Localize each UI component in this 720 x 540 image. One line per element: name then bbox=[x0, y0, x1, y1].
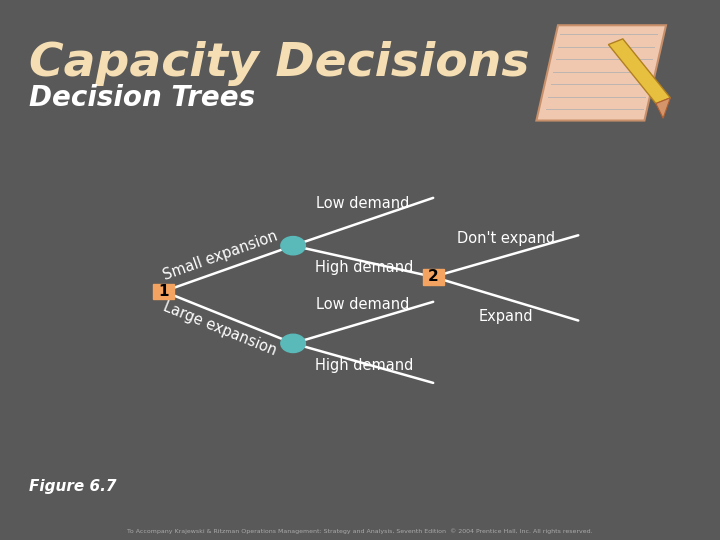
Text: 1: 1 bbox=[158, 284, 169, 299]
Text: High demand: High demand bbox=[315, 260, 414, 275]
Text: Don't expand: Don't expand bbox=[456, 231, 555, 246]
Polygon shape bbox=[536, 25, 666, 120]
Text: Figure 6.7: Figure 6.7 bbox=[29, 479, 117, 494]
Text: High demand: High demand bbox=[315, 358, 414, 373]
Circle shape bbox=[281, 237, 305, 255]
Text: Decision Trees: Decision Trees bbox=[29, 84, 255, 112]
Text: To Accompany Krajewski & Ritzman Operations Management: Strategy and Analysis, S: To Accompany Krajewski & Ritzman Operati… bbox=[127, 528, 593, 534]
Text: Low demand: Low demand bbox=[317, 197, 410, 211]
Polygon shape bbox=[608, 39, 670, 104]
Text: Expand: Expand bbox=[478, 309, 533, 324]
FancyBboxPatch shape bbox=[153, 284, 174, 299]
Text: Capacity Decisions: Capacity Decisions bbox=[29, 40, 529, 85]
Text: Low demand: Low demand bbox=[317, 297, 410, 312]
Circle shape bbox=[281, 334, 305, 353]
Polygon shape bbox=[656, 98, 670, 118]
Text: Large expansion: Large expansion bbox=[161, 299, 279, 358]
FancyBboxPatch shape bbox=[423, 269, 444, 285]
Text: 2: 2 bbox=[428, 269, 438, 285]
Text: Small expansion: Small expansion bbox=[161, 228, 279, 282]
